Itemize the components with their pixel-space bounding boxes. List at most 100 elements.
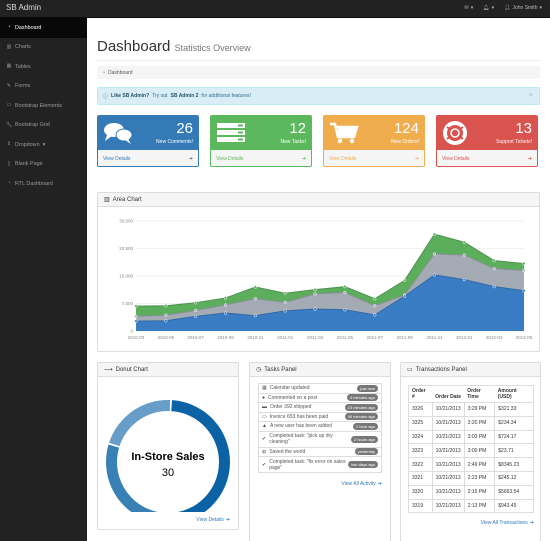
table-cell: 10/21/2013 xyxy=(431,443,465,458)
view-all-transactions-link[interactable]: View All Transactions ➔ xyxy=(401,520,540,526)
data-point xyxy=(164,319,168,323)
bar-chart-icon: ▥ xyxy=(6,43,12,50)
sidebar-item-blank-page[interactable]: ▯ Blank Page xyxy=(0,155,87,175)
stat-value: 124 xyxy=(393,120,419,137)
donut-chart: In-Store Sales 30 xyxy=(106,400,230,524)
donut-chart-panel: ⟶ Donut Chart In-Store Sales 30 View Deta… xyxy=(97,362,239,530)
sidebar-item-dropdown[interactable]: ⇕ Dropdown ▾ xyxy=(0,135,87,155)
table-cell: 3:20 PM xyxy=(463,415,495,431)
brand-link[interactable]: SB Admin xyxy=(6,3,42,12)
stat-card-tasks: 12 New Tasks! View Details ➔ xyxy=(210,115,312,167)
sidebar-item-rtl-dashboard[interactable]: ◔ RTL Dashboard xyxy=(0,174,87,194)
time-badge: two days ago xyxy=(348,461,378,468)
alert-text: for additional features! xyxy=(201,93,251,99)
view-all-activity-link[interactable]: View All Activity ➔ xyxy=(250,481,390,487)
table-row: 3325 10/21/2013 3:20 PM $234.34 xyxy=(408,415,534,431)
table-icon: ▦ xyxy=(6,63,12,70)
envelope-icon: ✉ xyxy=(464,5,469,11)
user-dropdown[interactable]: 👤︎ John Smith ▾ xyxy=(504,5,542,11)
stat-value: 13 xyxy=(515,120,532,137)
donut-slice[interactable] xyxy=(109,400,171,447)
page-title-text: Dashboard xyxy=(97,38,171,55)
table-cell: 3325 xyxy=(408,415,433,431)
data-point xyxy=(462,278,466,282)
donut-view-details-link[interactable]: View Details ➔ xyxy=(98,517,238,523)
data-point xyxy=(134,319,138,323)
table-cell: $321.33 xyxy=(494,402,534,417)
sidebar-item-forms[interactable]: ✎ Forms xyxy=(0,77,87,97)
breadcrumb: ◔ Dashboard xyxy=(97,66,540,79)
y-tick-label: 30,000 xyxy=(119,219,133,224)
sidebar-item-bootstrap-elements[interactable]: ▭ Bootstrap Elements xyxy=(0,96,87,116)
data-point xyxy=(253,313,258,318)
table-cell: 3322 xyxy=(408,457,433,472)
area-series-line-2 xyxy=(135,233,525,307)
caret-icon: ▾ xyxy=(491,5,495,11)
link-label: View Details xyxy=(196,517,224,523)
sidebar-item-dashboard[interactable]: ◔ Dashboard xyxy=(0,18,87,38)
table-cell: 3320 xyxy=(408,484,433,500)
arrow-circle-right-icon: ➔ xyxy=(414,155,419,162)
sidebar-item-label: Bootstrap Elements xyxy=(15,102,63,109)
sidebar-item-tables[interactable]: ▦ Tables xyxy=(0,57,87,77)
stat-footer-label: View Details xyxy=(103,155,131,162)
table-cell: 3326 xyxy=(408,402,433,417)
data-point xyxy=(373,304,377,308)
stat-card-support: 13 Support Tickets! View Details ➔ xyxy=(436,115,538,167)
money-icon: ▭ xyxy=(262,413,267,420)
arrow-circle-right-icon: ➔ xyxy=(377,481,382,487)
page-title: Dashboard Statistics Overview xyxy=(97,38,251,55)
table-cell: 3319 xyxy=(408,498,433,513)
area-chart-panel: ▥ Area Chart 0 7,500 15,000 22,500 30,000 2010… xyxy=(97,192,540,352)
x-tick-label: 2011-09 xyxy=(397,335,414,340)
data-point xyxy=(522,261,526,266)
list-item[interactable]: ✔ Completed task: "fix error on sales pag… xyxy=(258,456,382,473)
check-icon: ✔ xyxy=(262,461,267,468)
table-row: 3323 10/21/2013 3:00 PM $23.71 xyxy=(408,443,534,458)
y-tick-label: 15,000 xyxy=(119,274,133,279)
data-point xyxy=(253,297,258,301)
stat-card-orders: 124 New Orders! View Details ➔ xyxy=(323,115,425,167)
view-details-link[interactable]: View Details ➔ xyxy=(98,150,198,166)
table-cell: $943.45 xyxy=(494,498,534,513)
caret-icon: ▾ xyxy=(42,141,46,148)
column-header: Order Date xyxy=(432,385,465,403)
data-point xyxy=(164,313,168,317)
x-tick-label: 2011-01 xyxy=(277,335,294,340)
donut-slice[interactable] xyxy=(169,400,230,524)
view-details-link[interactable]: View Details ➔ xyxy=(324,150,424,166)
view-details-link[interactable]: View Details ➔ xyxy=(437,150,537,166)
stat-label: New Comments! xyxy=(156,139,193,145)
data-point xyxy=(313,287,317,292)
data-point xyxy=(283,291,287,295)
data-point xyxy=(164,304,168,308)
table-row: 3319 10/21/2013 2:13 PM $943.45 xyxy=(408,498,534,513)
x-tick-label: 2011-11 xyxy=(427,335,443,340)
donut-center-label: In-Store Sales xyxy=(131,451,204,463)
task-text: Saved the world xyxy=(269,448,306,455)
page-subtitle: Statistics Overview xyxy=(174,43,251,53)
sidebar-item-charts[interactable]: ▥ Charts xyxy=(0,38,87,58)
list-item[interactable]: ✔ Completed task: "pick up dry cleaning" 2… xyxy=(258,430,382,448)
messages-dropdown[interactable]: ✉ ▾ xyxy=(465,5,474,11)
table-cell: 10/21/2013 xyxy=(431,429,465,444)
panel-title: Donut Chart xyxy=(115,366,148,373)
alert-link[interactable]: SB Admin 2 xyxy=(170,93,199,99)
close-icon[interactable]: × xyxy=(528,92,533,99)
alerts-dropdown[interactable]: 🔔︎ ▾ xyxy=(483,5,494,11)
sidebar-item-label: RTL Dashboard xyxy=(15,180,53,187)
table-cell: $724.17 xyxy=(494,429,534,444)
support-icon xyxy=(443,121,467,145)
column-header: Order # xyxy=(408,385,433,403)
data-point xyxy=(522,268,526,273)
bar-chart-icon: ▥ xyxy=(104,197,110,203)
table-cell: $234.34 xyxy=(494,415,534,431)
x-tick-label: 2010-07 xyxy=(187,335,204,340)
table-cell: 3323 xyxy=(408,443,433,458)
sidebar-item-bootstrap-grid[interactable]: 🔧︎ Bootstrap Grid xyxy=(0,116,87,136)
table-cell: 3:29 PM xyxy=(463,402,495,417)
task-text: Completed task: "fix error on sales page… xyxy=(269,458,346,471)
truck-icon: ▬ xyxy=(262,404,267,411)
view-details-link[interactable]: View Details ➔ xyxy=(211,150,311,166)
money-icon: ▭ xyxy=(407,367,413,373)
